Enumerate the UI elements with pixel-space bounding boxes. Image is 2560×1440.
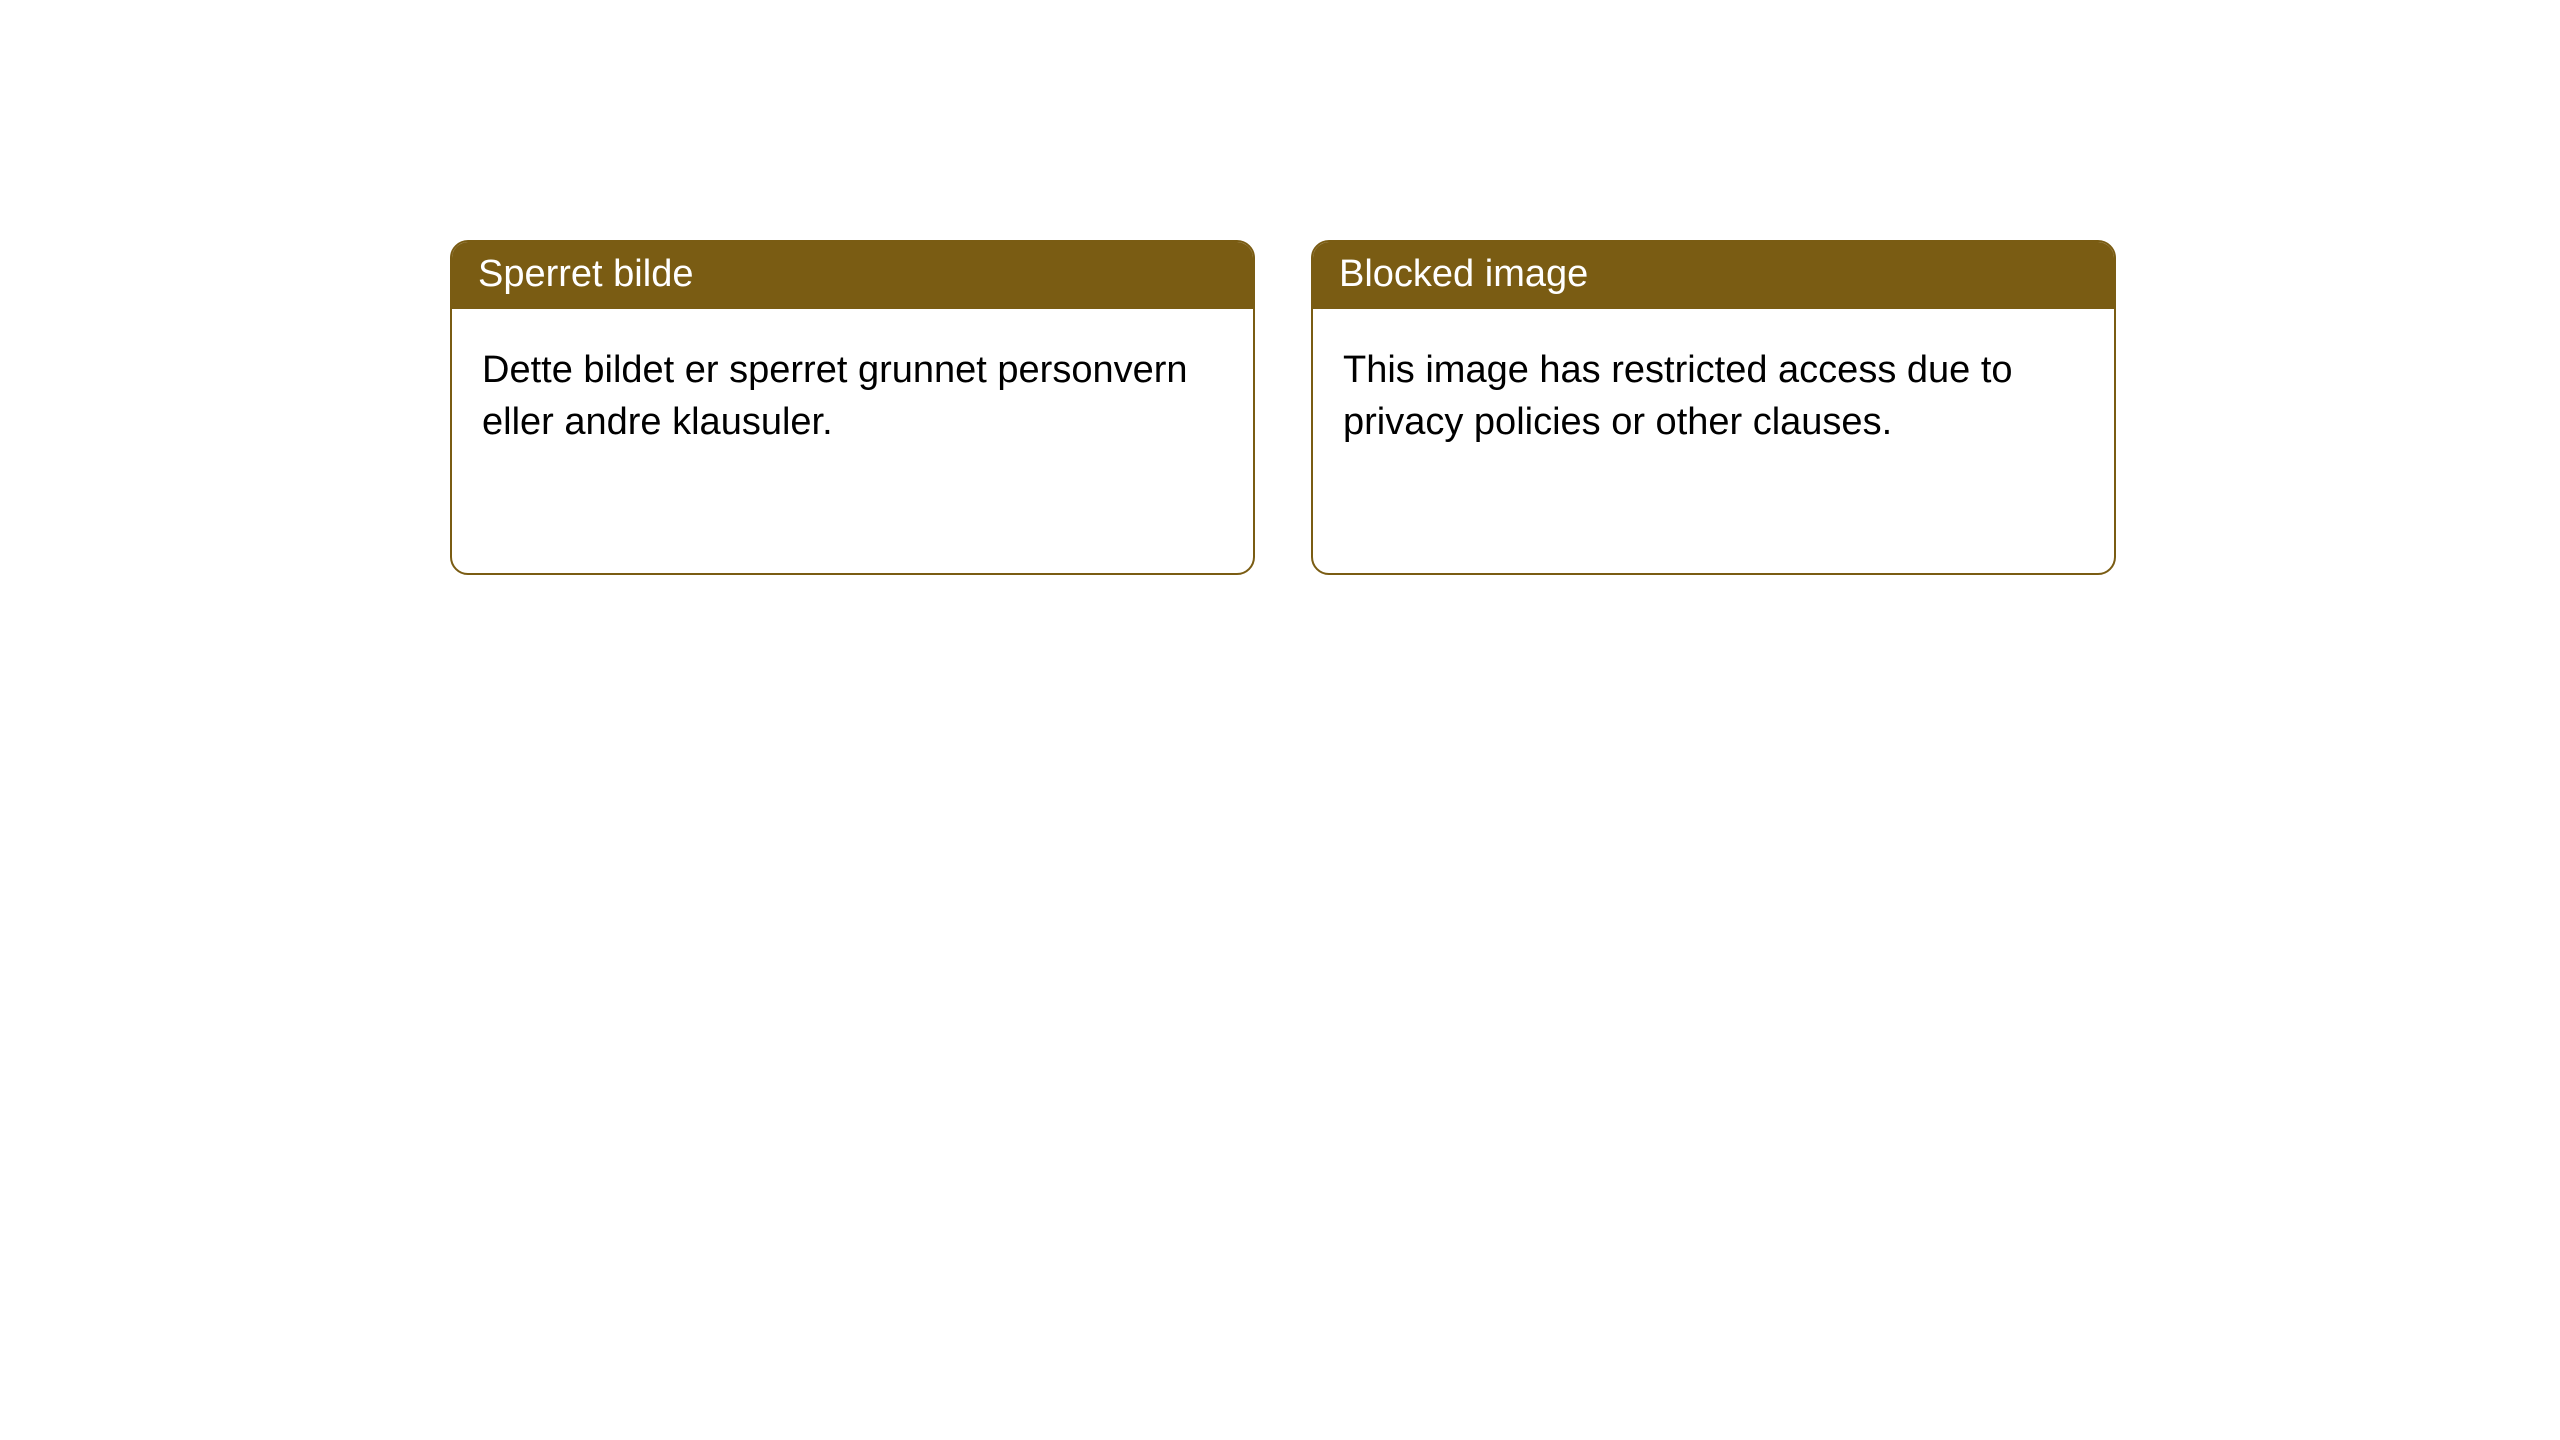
notice-header: Blocked image [1313,242,2114,309]
notice-message: This image has restricted access due to … [1343,349,2013,442]
notice-body: Dette bildet er sperret grunnet personve… [452,309,1253,484]
notice-container: Sperret bilde Dette bildet er sperret gr… [0,0,2560,575]
notice-body: This image has restricted access due to … [1313,309,2114,484]
notice-card-english: Blocked image This image has restricted … [1311,240,2116,575]
notice-card-norwegian: Sperret bilde Dette bildet er sperret gr… [450,240,1255,575]
notice-title: Sperret bilde [478,253,693,295]
notice-header: Sperret bilde [452,242,1253,309]
notice-title: Blocked image [1339,253,1588,295]
notice-message: Dette bildet er sperret grunnet personve… [482,349,1188,442]
